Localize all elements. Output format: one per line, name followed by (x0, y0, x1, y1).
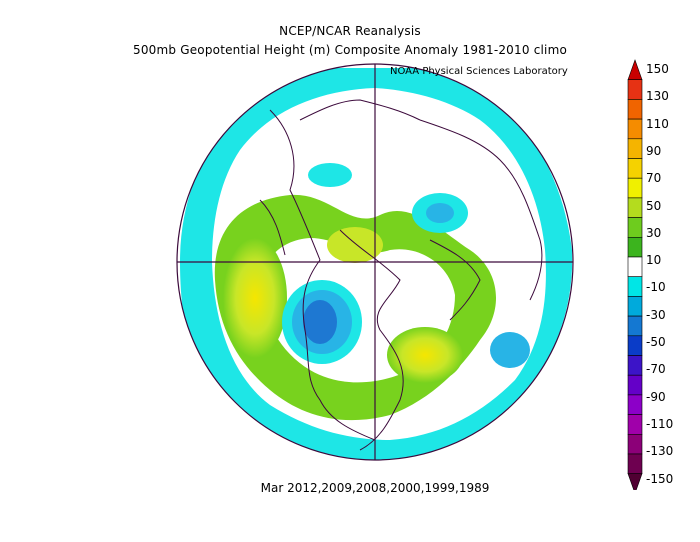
colorbar-cell (627, 118, 643, 140)
colorbar-cell (627, 158, 643, 179)
colorbar-tick-label: -10 (646, 280, 666, 295)
colorbar-tick-label: 150 (646, 62, 669, 76)
colorbar-cell (627, 237, 643, 258)
colorbar-tick-label: -150 (646, 471, 674, 486)
coastlines (259, 99, 543, 451)
anomaly-west-low-core (303, 300, 337, 344)
colorbar-cell (627, 453, 643, 475)
colorbar-tick-label: -90 (646, 389, 666, 404)
colorbar-arrow-top (627, 59, 643, 81)
footer-label: Mar 2012,2009,2008,2000,1999,1989 (260, 481, 490, 495)
colorbar-tick-label: 130 (646, 89, 669, 104)
map-boundary (176, 63, 574, 461)
colorbar-cell (627, 394, 643, 415)
colorbar-tick-label: 50 (646, 198, 662, 213)
colorbar-cell (627, 374, 643, 396)
colorbar-cell (627, 276, 643, 297)
colorbar-tick-label: -50 (646, 335, 666, 349)
colorbar-arrow-bottom (627, 473, 643, 490)
colorbar-cell (627, 197, 643, 218)
chart-subtitle: 500mb Geopotential Height (m) Composite … (132, 43, 568, 57)
colorbar-tick-label: -70 (646, 362, 666, 377)
colorbar (627, 59, 643, 490)
colorbar-cell (627, 99, 643, 120)
colorbar-tick-label: -110 (646, 416, 674, 431)
anomaly-atlantic-high (387, 327, 463, 383)
anomaly-siberia-low-core (426, 203, 454, 223)
colorbar-cell (627, 414, 643, 435)
colorbar-tick-label: 30 (646, 225, 662, 240)
credit-label: NOAA Physical Sciences Laboratory (390, 66, 568, 77)
colorbar-tick-label: -30 (646, 307, 666, 322)
anomaly-pacific-high (223, 238, 287, 358)
colorbar-tick-label: -130 (646, 444, 674, 459)
colorbar-cell (627, 79, 643, 100)
colorbar-cell (627, 433, 643, 455)
anomaly-east-blue (490, 332, 530, 368)
colorbar-cell (627, 355, 643, 376)
chart-title: NCEP/NCAR Reanalysis (279, 24, 421, 38)
anomaly-north-cyan (308, 163, 352, 187)
colorbar-cell (627, 138, 643, 159)
colorbar-cell (627, 256, 643, 278)
colorbar-tick-label: 110 (646, 116, 669, 131)
colorbar-cell (627, 177, 643, 199)
colorbar-tick-label: 90 (646, 143, 662, 158)
colorbar-tick-label: 70 (646, 171, 662, 186)
colorbar-cell (627, 296, 643, 317)
colorbar-tick-label: 10 (646, 253, 662, 268)
colorbar-cell (627, 217, 643, 238)
colorbar-cell (627, 335, 643, 356)
colorbar-cell (627, 315, 643, 337)
